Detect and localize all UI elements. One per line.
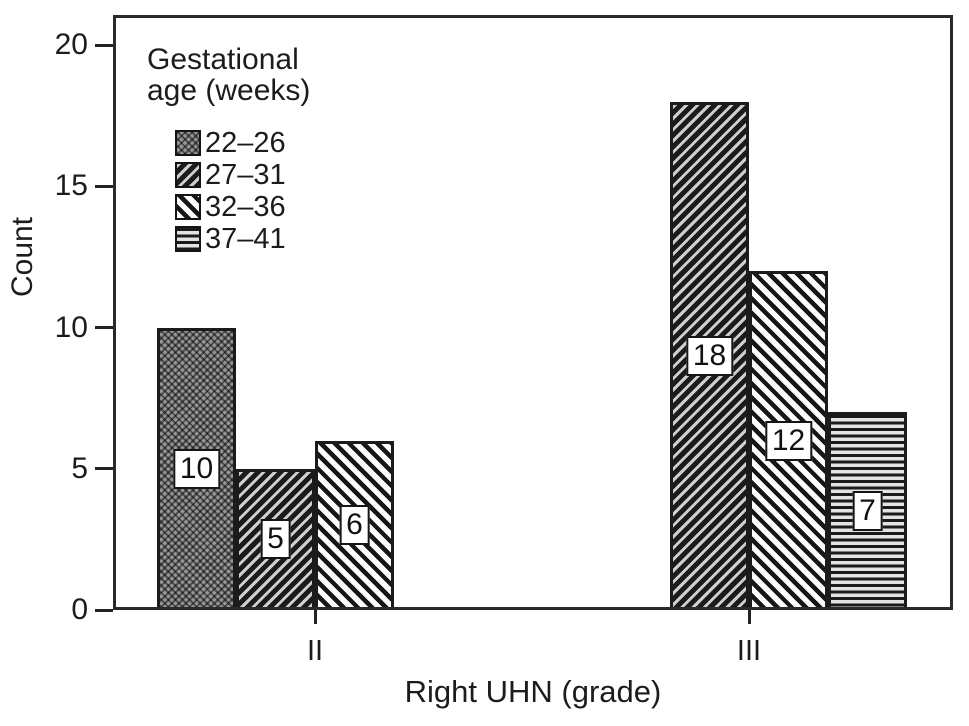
bar-value-label: 7	[852, 491, 883, 532]
legend-item-label: 27–31	[205, 159, 286, 191]
y-tick-mark	[95, 326, 113, 329]
bar-grade-ii-series-1: 5	[236, 468, 315, 607]
legend-swatch-icon	[175, 226, 201, 252]
y-tick-mark	[95, 43, 113, 47]
legend-item-3: 37–41	[147, 223, 332, 255]
bar-value-label: 10	[172, 448, 221, 489]
bar-grade-ii-series-0: 10	[157, 327, 236, 607]
y-tick-label: 10	[54, 310, 88, 344]
x-tick-label: III	[736, 635, 762, 667]
bar-value-label: 12	[764, 420, 813, 461]
bar-value-label: 5	[260, 519, 291, 560]
legend-swatch-icon	[175, 162, 201, 188]
y-tick-label: 20	[54, 28, 88, 61]
legend-item-label: 37–41	[205, 223, 286, 255]
legend-item-label: 22–26	[205, 127, 286, 159]
legend-item-2: 32–36	[147, 191, 332, 223]
y-tick-label: 5	[71, 451, 88, 485]
y-tick-label: 15	[54, 169, 88, 203]
x-tick-mark	[747, 610, 751, 624]
bar-value-label: 18	[685, 335, 734, 376]
bar-grade-iii-series-1: 18	[670, 101, 749, 607]
legend-title: Gestational age (weeks)	[147, 43, 311, 107]
legend-swatch-icon	[175, 130, 201, 156]
y-tick-label: 0	[71, 593, 88, 626]
legend-item-0: 22–26	[147, 127, 332, 159]
plot-area: 10 5 18 6 12 7 Gestational age (weeks) 22–26 2…	[113, 15, 953, 610]
legend-item-label: 32–36	[205, 191, 286, 223]
bar-grade-iii-series-2: 12	[749, 271, 828, 607]
bar-grade-iii-series-3: 7	[828, 412, 907, 607]
bar-grade-ii-series-2: 6	[315, 440, 394, 607]
legend-items: 22–26 27–31 32–36 37–41	[147, 127, 332, 255]
legend: Gestational age (weeks) 22–26 27–31 32–36 3…	[147, 44, 332, 258]
x-tick-label: II	[306, 635, 324, 667]
legend-swatch-icon	[175, 194, 201, 220]
y-tick-mark	[95, 467, 113, 471]
y-axis-title: Count	[6, 216, 39, 298]
legend-item-1: 27–31	[147, 159, 332, 191]
y-tick-mark	[95, 184, 113, 188]
x-axis-title: Right UHN (grade)	[404, 674, 662, 709]
y-tick-mark	[95, 608, 113, 612]
x-tick-mark	[313, 610, 317, 624]
bar-value-label: 6	[339, 505, 370, 546]
